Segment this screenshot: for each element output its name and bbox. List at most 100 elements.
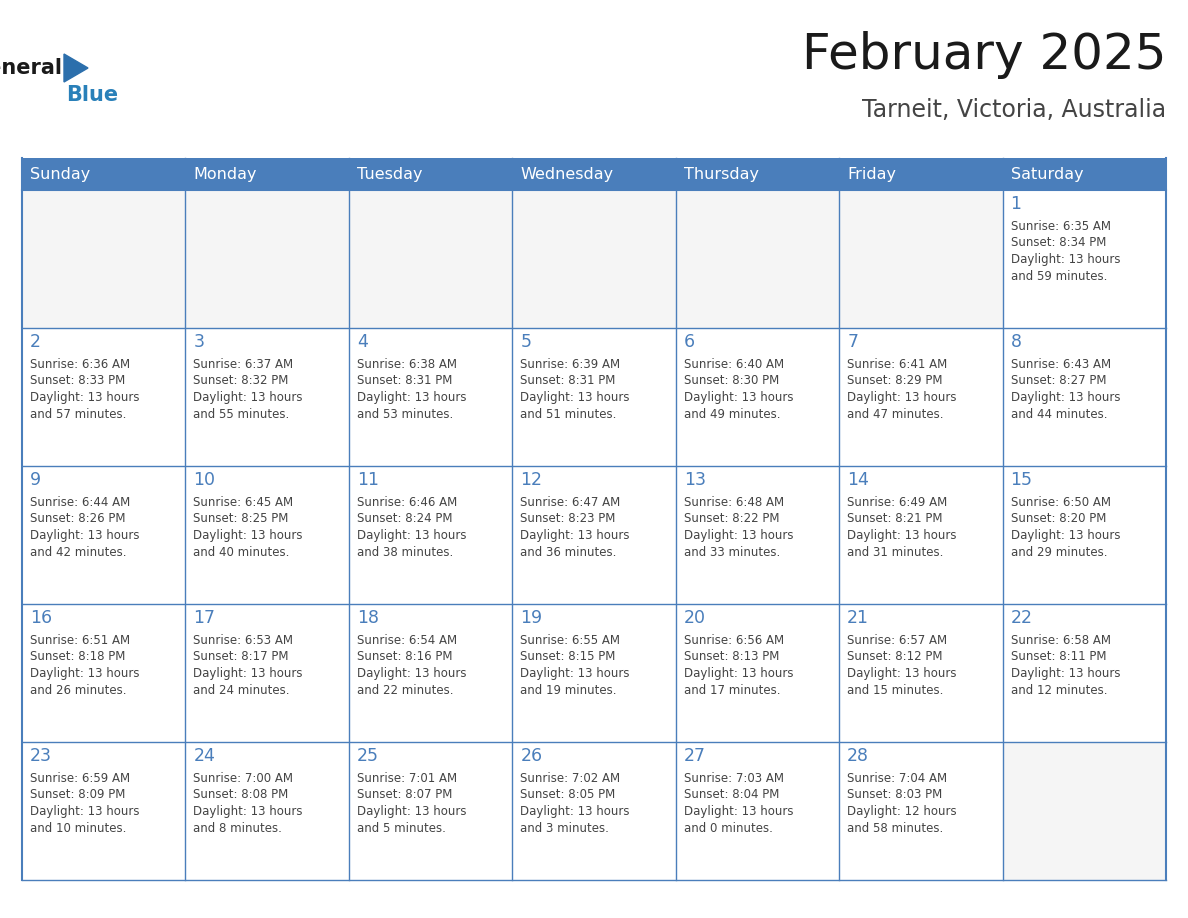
Text: and 36 minutes.: and 36 minutes. — [520, 545, 617, 558]
Text: Sunrise: 6:48 AM: Sunrise: 6:48 AM — [684, 496, 784, 509]
Text: Sunrise: 7:01 AM: Sunrise: 7:01 AM — [356, 772, 457, 785]
Text: and 51 minutes.: and 51 minutes. — [520, 408, 617, 420]
Text: Sunrise: 6:40 AM: Sunrise: 6:40 AM — [684, 358, 784, 371]
Text: Daylight: 13 hours: Daylight: 13 hours — [684, 529, 794, 542]
Bar — [512, 742, 676, 880]
Text: Monday: Monday — [194, 166, 257, 182]
Bar — [23, 466, 1165, 604]
Text: Sunset: 8:31 PM: Sunset: 8:31 PM — [520, 375, 615, 387]
Text: Daylight: 13 hours: Daylight: 13 hours — [847, 391, 956, 404]
Text: and 38 minutes.: and 38 minutes. — [356, 545, 453, 558]
Text: 1: 1 — [1011, 195, 1022, 213]
Text: Sunrise: 6:50 AM: Sunrise: 6:50 AM — [1011, 496, 1111, 509]
Bar — [1003, 328, 1165, 466]
Text: Sunset: 8:31 PM: Sunset: 8:31 PM — [356, 375, 453, 387]
Bar — [23, 742, 185, 880]
Text: General: General — [0, 58, 62, 78]
Bar — [23, 742, 1165, 880]
Text: Daylight: 13 hours: Daylight: 13 hours — [194, 805, 303, 818]
Text: 7: 7 — [847, 333, 858, 351]
Text: Daylight: 13 hours: Daylight: 13 hours — [520, 391, 630, 404]
Text: Daylight: 13 hours: Daylight: 13 hours — [30, 667, 139, 680]
Text: Tuesday: Tuesday — [356, 166, 423, 182]
Text: 16: 16 — [30, 609, 52, 627]
Text: Sunset: 8:30 PM: Sunset: 8:30 PM — [684, 375, 779, 387]
Text: and 5 minutes.: and 5 minutes. — [356, 822, 446, 834]
Text: Sunset: 8:22 PM: Sunset: 8:22 PM — [684, 512, 779, 525]
Text: Daylight: 13 hours: Daylight: 13 hours — [356, 667, 467, 680]
Text: Sunset: 8:04 PM: Sunset: 8:04 PM — [684, 789, 779, 801]
Bar — [676, 466, 839, 604]
Text: 5: 5 — [520, 333, 531, 351]
Text: Sunrise: 6:51 AM: Sunrise: 6:51 AM — [30, 634, 131, 647]
Text: Daylight: 13 hours: Daylight: 13 hours — [30, 529, 139, 542]
Text: and 47 minutes.: and 47 minutes. — [847, 408, 943, 420]
Text: Sunrise: 7:00 AM: Sunrise: 7:00 AM — [194, 772, 293, 785]
Text: 11: 11 — [356, 471, 379, 489]
Text: and 58 minutes.: and 58 minutes. — [847, 822, 943, 834]
Text: Sunrise: 6:54 AM: Sunrise: 6:54 AM — [356, 634, 457, 647]
Text: 8: 8 — [1011, 333, 1022, 351]
Bar — [185, 466, 349, 604]
Text: Daylight: 13 hours: Daylight: 13 hours — [1011, 391, 1120, 404]
Text: Tarneit, Victoria, Australia: Tarneit, Victoria, Australia — [861, 98, 1165, 122]
Bar — [1003, 190, 1165, 328]
Text: and 33 minutes.: and 33 minutes. — [684, 545, 781, 558]
Text: and 49 minutes.: and 49 minutes. — [684, 408, 781, 420]
Text: 14: 14 — [847, 471, 868, 489]
Text: and 3 minutes.: and 3 minutes. — [520, 822, 609, 834]
Text: Daylight: 13 hours: Daylight: 13 hours — [684, 805, 794, 818]
Text: Sunrise: 6:59 AM: Sunrise: 6:59 AM — [30, 772, 131, 785]
Text: Sunrise: 6:55 AM: Sunrise: 6:55 AM — [520, 634, 620, 647]
Text: Sunrise: 7:02 AM: Sunrise: 7:02 AM — [520, 772, 620, 785]
Bar — [23, 328, 185, 466]
Text: Thursday: Thursday — [684, 166, 759, 182]
Text: and 15 minutes.: and 15 minutes. — [847, 684, 943, 697]
Text: Sunset: 8:33 PM: Sunset: 8:33 PM — [30, 375, 125, 387]
Text: Sunrise: 6:43 AM: Sunrise: 6:43 AM — [1011, 358, 1111, 371]
Bar — [676, 328, 839, 466]
Text: Sunset: 8:20 PM: Sunset: 8:20 PM — [1011, 512, 1106, 525]
Text: 2: 2 — [30, 333, 42, 351]
Text: 3: 3 — [194, 333, 204, 351]
Text: Sunrise: 6:44 AM: Sunrise: 6:44 AM — [30, 496, 131, 509]
Text: Sunrise: 6:58 AM: Sunrise: 6:58 AM — [1011, 634, 1111, 647]
Text: Sunrise: 6:38 AM: Sunrise: 6:38 AM — [356, 358, 457, 371]
Text: Sunrise: 6:47 AM: Sunrise: 6:47 AM — [520, 496, 620, 509]
Text: Daylight: 13 hours: Daylight: 13 hours — [356, 805, 467, 818]
Text: Sunset: 8:21 PM: Sunset: 8:21 PM — [847, 512, 942, 525]
Bar — [23, 604, 185, 742]
Text: Sunrise: 6:56 AM: Sunrise: 6:56 AM — [684, 634, 784, 647]
Text: Daylight: 13 hours: Daylight: 13 hours — [847, 667, 956, 680]
Text: Sunset: 8:32 PM: Sunset: 8:32 PM — [194, 375, 289, 387]
Text: 10: 10 — [194, 471, 215, 489]
Text: Daylight: 13 hours: Daylight: 13 hours — [1011, 667, 1120, 680]
Bar — [349, 742, 512, 880]
Bar — [23, 466, 185, 604]
Text: 4: 4 — [356, 333, 368, 351]
Text: Sunset: 8:34 PM: Sunset: 8:34 PM — [1011, 237, 1106, 250]
Text: Wednesday: Wednesday — [520, 166, 613, 182]
Text: 28: 28 — [847, 747, 870, 765]
Text: and 26 minutes.: and 26 minutes. — [30, 684, 126, 697]
Text: Sunday: Sunday — [30, 166, 90, 182]
Bar — [1003, 604, 1165, 742]
Text: and 22 minutes.: and 22 minutes. — [356, 684, 454, 697]
Text: Daylight: 13 hours: Daylight: 13 hours — [1011, 253, 1120, 266]
Text: 22: 22 — [1011, 609, 1032, 627]
Text: Sunset: 8:25 PM: Sunset: 8:25 PM — [194, 512, 289, 525]
Text: Sunrise: 6:36 AM: Sunrise: 6:36 AM — [30, 358, 131, 371]
Text: and 8 minutes.: and 8 minutes. — [194, 822, 283, 834]
Text: and 24 minutes.: and 24 minutes. — [194, 684, 290, 697]
Text: Daylight: 13 hours: Daylight: 13 hours — [1011, 529, 1120, 542]
Text: Sunset: 8:13 PM: Sunset: 8:13 PM — [684, 651, 779, 664]
Bar — [676, 742, 839, 880]
Text: and 0 minutes.: and 0 minutes. — [684, 822, 772, 834]
Text: and 31 minutes.: and 31 minutes. — [847, 545, 943, 558]
Text: and 42 minutes.: and 42 minutes. — [30, 545, 126, 558]
Text: Daylight: 13 hours: Daylight: 13 hours — [520, 805, 630, 818]
Bar — [839, 742, 1003, 880]
Text: Daylight: 13 hours: Daylight: 13 hours — [520, 667, 630, 680]
Text: Friday: Friday — [847, 166, 896, 182]
Text: 19: 19 — [520, 609, 543, 627]
